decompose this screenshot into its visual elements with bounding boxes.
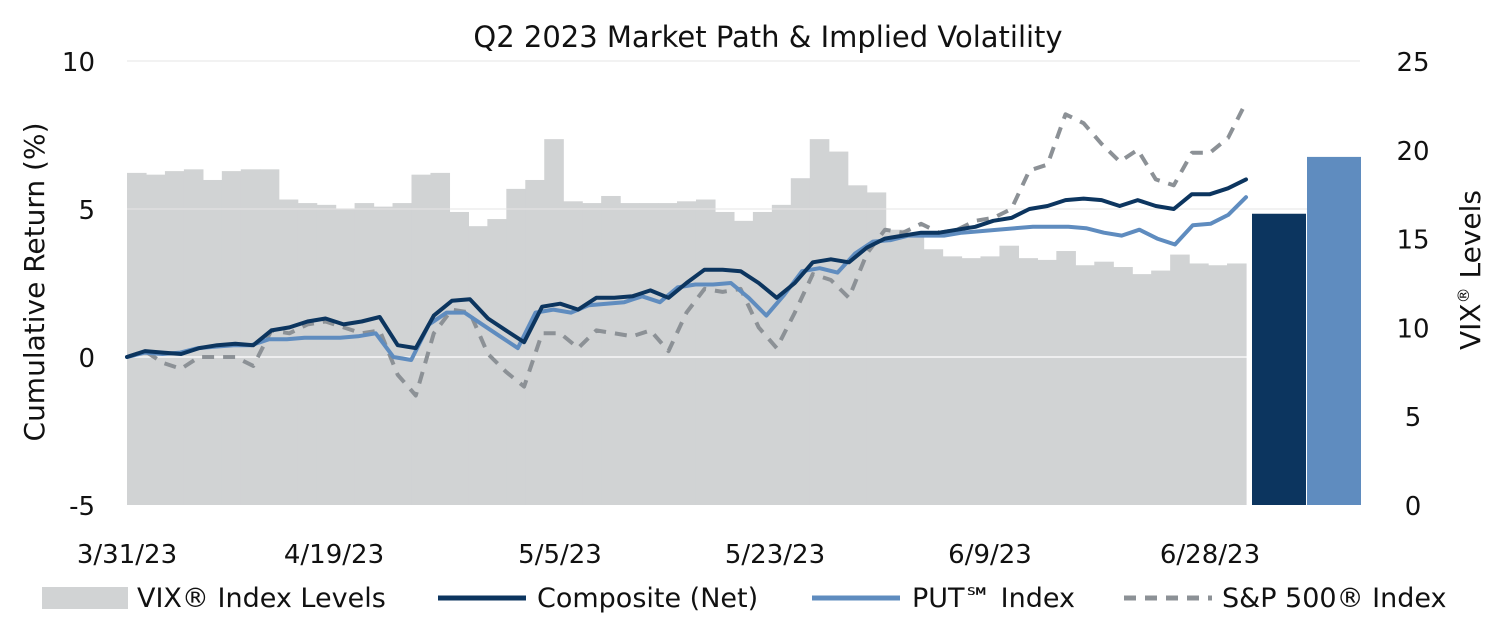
vix-column	[1094, 261, 1114, 505]
vix-column	[354, 203, 375, 505]
vix-column	[809, 139, 830, 505]
vix-column	[677, 201, 697, 506]
legend-label: VIX® Index Levels	[137, 583, 386, 614]
y-tick-label: 0	[78, 344, 95, 374]
y-tick-label: 5	[78, 196, 95, 226]
right-axis-ticks: 25 20 15 10 5 0	[1396, 48, 1429, 522]
x-axis-ticks: 3/31/23 4/19/23 5/5/23 5/23/23 6/9/23 6/28/23	[77, 540, 1260, 570]
x-tick-label: 6/9/23	[948, 540, 1032, 570]
chart-title: Q2 2023 Market Path & Implied Volatility	[473, 20, 1062, 54]
vix-column	[752, 211, 773, 505]
y2-tick-label: 20	[1396, 137, 1429, 167]
vix-column	[904, 235, 925, 506]
vix-column	[658, 203, 678, 505]
legend-label: Composite (Net)	[537, 583, 758, 614]
vix-column	[866, 192, 887, 506]
vix-column	[145, 174, 166, 505]
legend-label: S&P 500® Index	[1222, 583, 1447, 614]
vix-column	[297, 203, 318, 505]
x-tick-label: 6/28/23	[1160, 540, 1260, 570]
vix-column	[1170, 254, 1190, 505]
vix-column	[733, 220, 754, 505]
x-tick-label: 5/23/23	[725, 540, 825, 570]
vix-column	[639, 203, 659, 505]
vix-column	[240, 169, 261, 505]
vix-column	[1037, 259, 1057, 505]
y2-tick-label: 0	[1405, 492, 1422, 522]
x-tick-label: 5/5/23	[518, 540, 602, 570]
vix-column	[790, 178, 811, 505]
vix-column	[980, 256, 1001, 505]
vix-column	[525, 179, 545, 506]
vix-column	[392, 203, 413, 505]
legend: VIX® Index Levels Composite (Net) PUT℠ Ind…	[42, 583, 1447, 614]
vix-column	[885, 229, 906, 505]
vix-column	[714, 211, 735, 505]
vix-column	[164, 171, 185, 506]
y-tick-label: -5	[69, 492, 95, 522]
y2-tick-label: 25	[1396, 48, 1429, 78]
left-axis-ticks: 10 5 0 -5	[62, 48, 95, 522]
vix-column	[1227, 263, 1247, 505]
right-axis-title: VIX® Levels	[1454, 190, 1487, 350]
x-tick-label: 4/19/23	[284, 540, 384, 570]
legend-label: PUT℠ Index	[912, 583, 1075, 614]
vix-column	[601, 195, 621, 506]
y-tick-label: 10	[62, 48, 95, 78]
vix-column	[1151, 270, 1171, 505]
vix-column	[1113, 267, 1133, 505]
series-lines	[125, 101, 1248, 398]
vix-column	[183, 169, 204, 505]
total-bars	[1252, 156, 1361, 506]
vix-column	[999, 245, 1020, 505]
series-line	[125, 177, 1248, 359]
vix-column	[1018, 258, 1038, 505]
vix-column	[563, 201, 583, 506]
total-bar	[1252, 213, 1306, 506]
gridlines	[127, 60, 1360, 358]
vix-column	[373, 206, 394, 505]
vix-column	[316, 204, 337, 506]
right-axis-title-sup: ®	[1454, 287, 1473, 303]
vix-column	[221, 171, 242, 506]
vix-column	[582, 203, 602, 505]
vix-column	[449, 211, 469, 505]
vix-area-layer	[127, 139, 1247, 506]
vix-column	[695, 199, 716, 505]
vix-column	[923, 249, 944, 505]
vix-column	[1132, 274, 1152, 505]
series-line	[125, 195, 1248, 362]
y2-tick-label: 5	[1405, 403, 1422, 433]
vix-column	[828, 151, 849, 505]
total-bar	[1307, 156, 1361, 505]
vix-column	[1075, 265, 1095, 505]
vix-column	[430, 172, 451, 505]
vix-column	[1189, 263, 1209, 505]
vix-column	[127, 172, 147, 505]
vix-column	[1056, 251, 1076, 505]
series-line	[126, 101, 1248, 398]
vix-column	[468, 226, 488, 506]
vix-column	[771, 204, 792, 506]
vix-column	[202, 179, 223, 506]
vix-column	[942, 256, 963, 505]
y2-tick-label: 15	[1396, 226, 1429, 256]
vix-column	[847, 185, 868, 505]
vix-column	[1208, 265, 1228, 505]
y2-tick-label: 10	[1396, 314, 1429, 344]
vix-column	[278, 199, 299, 505]
legend-swatch-box	[42, 587, 128, 609]
vix-column	[961, 258, 982, 505]
x-tick-label: 3/31/23	[77, 540, 177, 570]
right-axis-title-suffix: Levels	[1454, 190, 1487, 287]
vix-column	[544, 139, 564, 505]
vix-column	[620, 203, 640, 505]
right-axis-title-prefix: VIX	[1454, 303, 1487, 350]
left-axis-title: Cumulative Return (%)	[18, 123, 51, 442]
